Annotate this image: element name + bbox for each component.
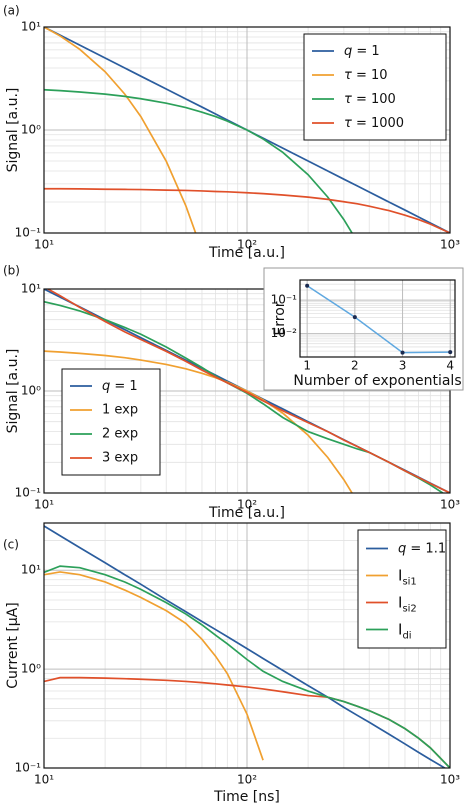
x-tick-label: 3	[399, 359, 407, 373]
x-axis-label: Time [ns]	[213, 789, 280, 805]
x-tick-label: 10³	[440, 498, 460, 512]
y-tick-label: 10⁰	[21, 384, 41, 398]
axes-frame	[299, 279, 456, 358]
y-tick-label: 10⁻²	[271, 326, 298, 340]
point	[352, 315, 357, 320]
x-tick-label: 1	[303, 359, 311, 373]
y-tick-label: 10¹	[21, 563, 41, 577]
point	[448, 350, 453, 355]
legend-box	[357, 529, 447, 649]
x-tick-label: 4	[446, 359, 454, 373]
legend-label: τ = 1000	[344, 116, 404, 131]
y-tick-label: 10⁻¹	[15, 226, 42, 240]
x-tick-label: 10²	[237, 498, 257, 512]
legend-label: Isi1	[398, 566, 417, 588]
axes-frame	[43, 288, 451, 494]
series-line	[44, 187, 450, 233]
y-tick-label: 10⁻¹	[15, 761, 42, 775]
x-tick-label: 10¹	[34, 498, 54, 512]
legend-label: τ = 10	[344, 68, 388, 83]
panel-label: (b)	[3, 264, 20, 278]
y-tick-label: 10⁻¹	[271, 293, 298, 307]
x-tick-label: 10³	[440, 238, 460, 252]
y-axis-label: Signal [a.u.]	[5, 349, 21, 434]
x-axis-label: Number of exponentials	[293, 373, 461, 389]
y-axis-label: Signal [a.u.]	[5, 88, 21, 173]
legend-label: 1 exp	[102, 403, 138, 418]
axes-frame	[43, 522, 451, 769]
y-tick-label: 10⁻¹	[15, 486, 42, 500]
y-tick-label: 10¹	[21, 282, 41, 296]
x-tick-label: 10¹	[34, 238, 54, 252]
plot-area	[300, 280, 455, 357]
series-line	[44, 350, 354, 493]
y-tick-label: 10¹	[21, 20, 41, 34]
legend-label: 2 exp	[102, 427, 138, 442]
point	[305, 283, 310, 288]
legend-label: q = 1	[102, 379, 138, 394]
x-tick-label: 2	[351, 359, 359, 373]
y-axis-label: Current [μA]	[5, 602, 21, 688]
panel-label: (c)	[3, 538, 19, 552]
series-line	[44, 571, 264, 761]
y-axis-label: Error	[272, 301, 288, 335]
series-line	[44, 565, 450, 768]
y-tick-label: 10⁰	[21, 123, 41, 137]
panel: 1 2 3 4 10⁻² 10⁻¹ Number of exponentials Error	[263, 267, 464, 391]
x-tick-label: 10³	[440, 773, 460, 787]
x-tick-label: 10²	[237, 773, 257, 787]
legend-label: τ = 100	[344, 92, 396, 107]
y-tick-label: 10⁰	[21, 662, 41, 676]
series-line	[44, 88, 354, 233]
x-axis-label: Time [a.u.]	[208, 245, 285, 261]
legend-label: Isi2	[398, 593, 417, 615]
axes-frame	[43, 26, 451, 234]
x-axis-label: Time [a.u.]	[208, 505, 285, 521]
legend-label: 3 exp	[102, 451, 138, 466]
panel-label: (a)	[3, 4, 20, 18]
legend-label: q = 1	[344, 44, 380, 59]
legend-label: q = 1.1	[398, 541, 446, 556]
point	[400, 350, 405, 355]
x-tick-label: 10²	[237, 238, 257, 252]
series-line	[44, 525, 447, 768]
x-tick-label: 10¹	[34, 773, 54, 787]
series-line	[306, 285, 451, 354]
series-line	[46, 289, 450, 493]
legend-label: Idi	[398, 620, 412, 642]
